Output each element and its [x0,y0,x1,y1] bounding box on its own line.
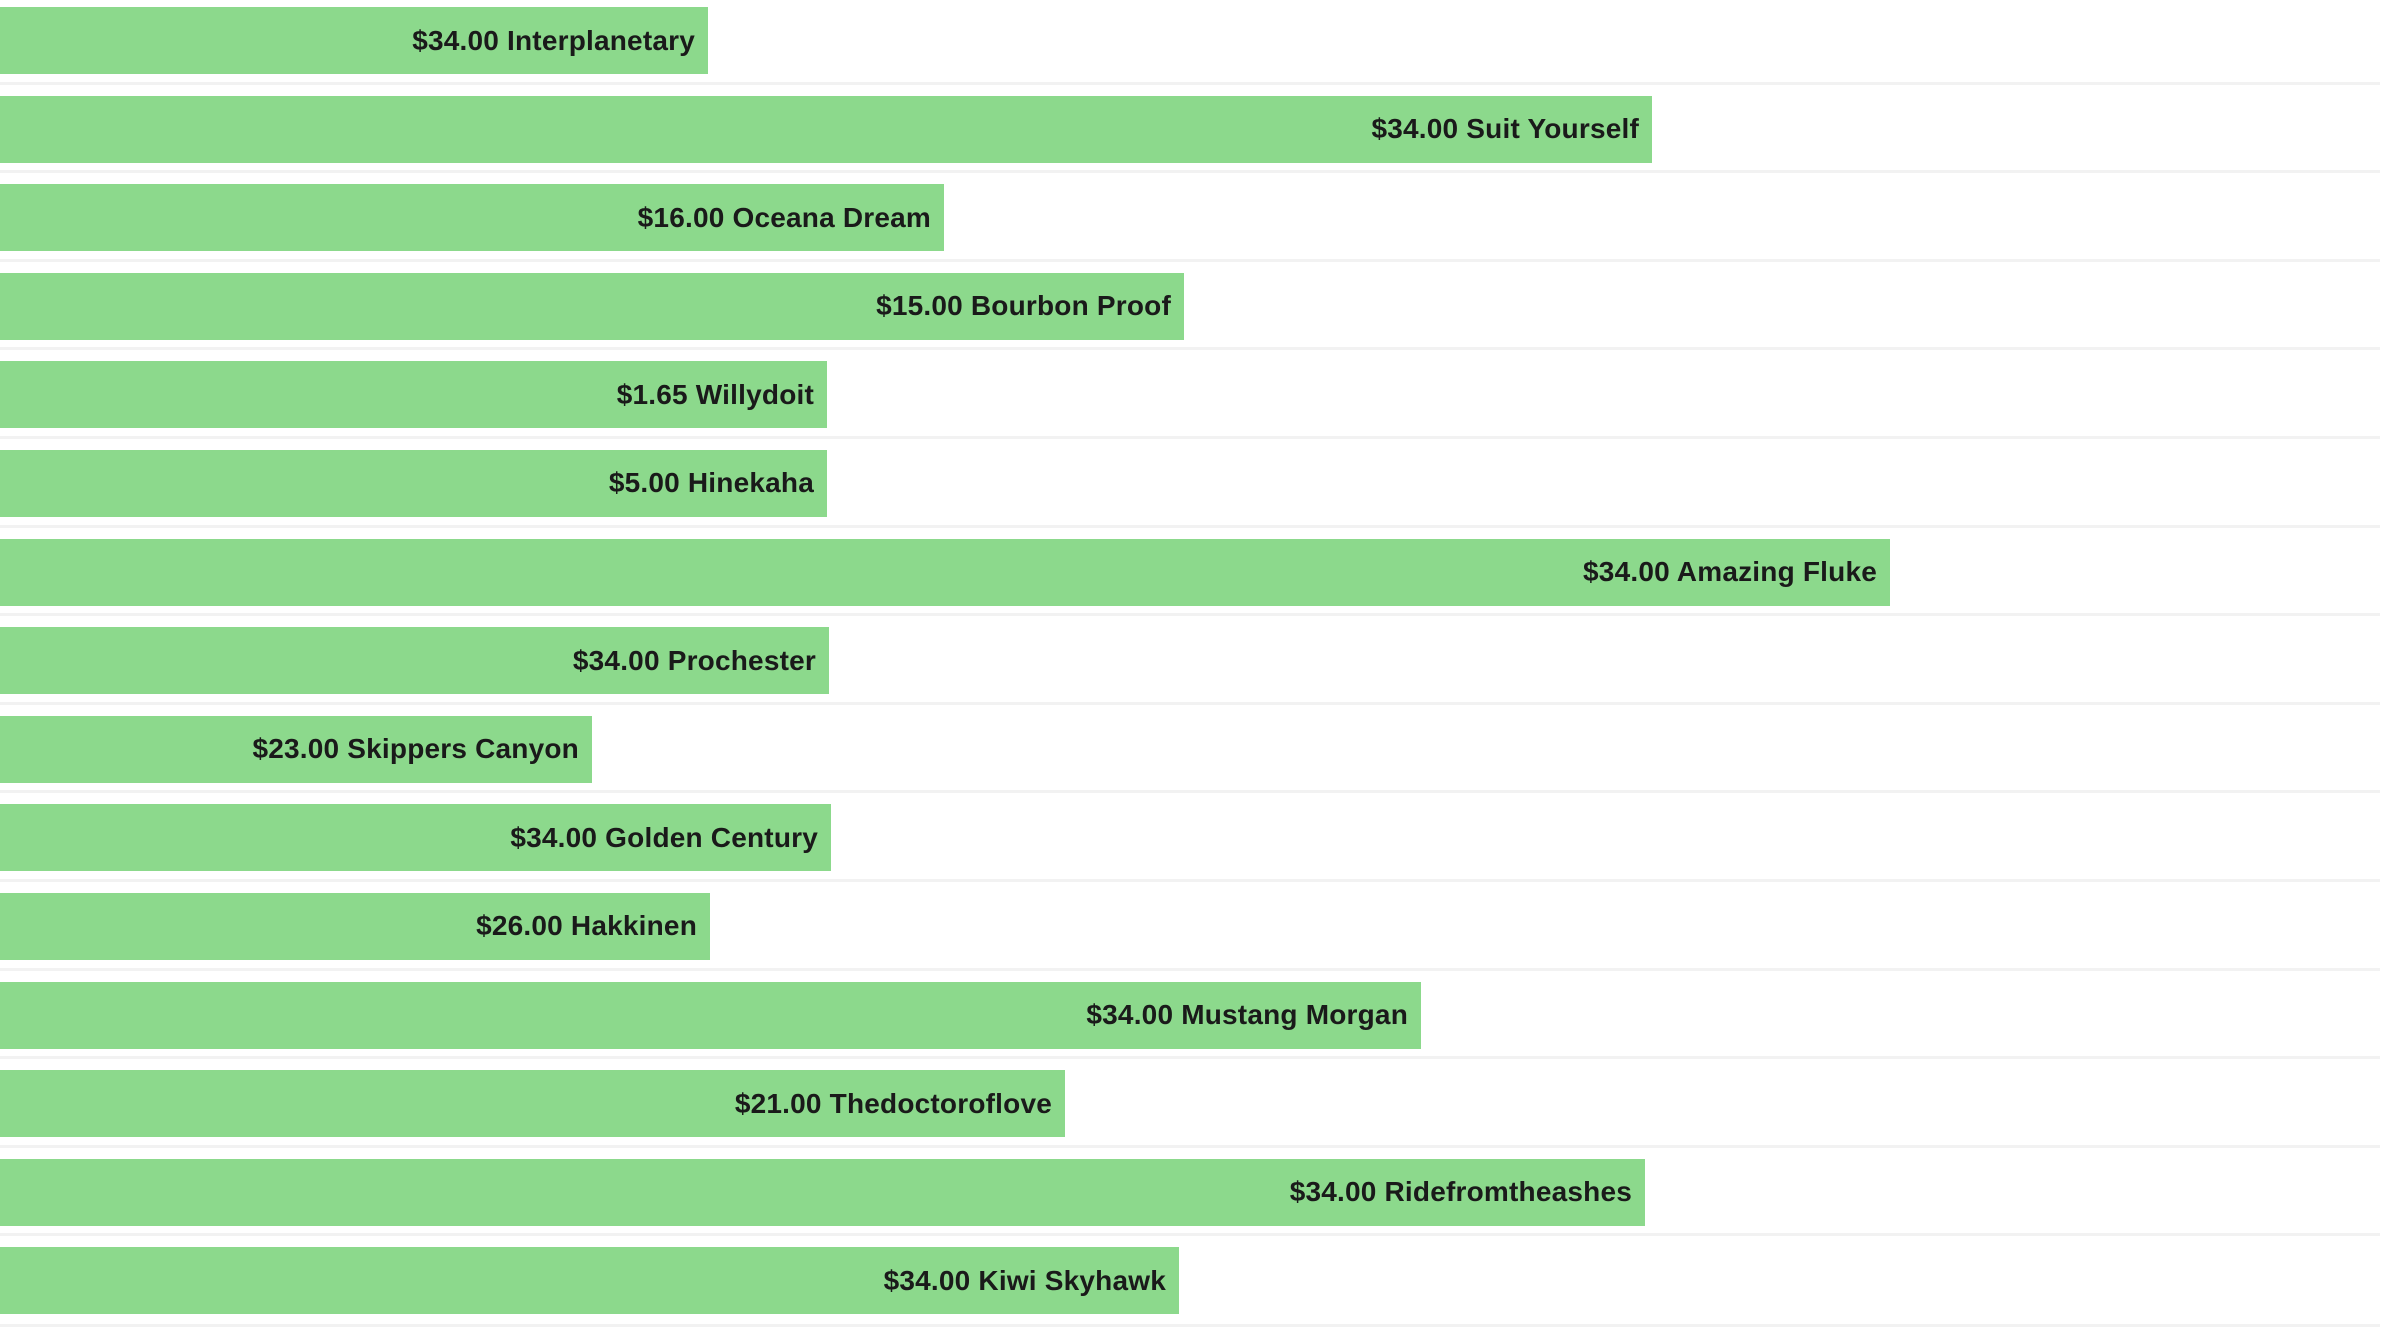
bar-hinekaha[interactable]: $5.00 Hinekaha [0,449,827,517]
chart-row-14: $34.00 Ridefromtheashes [0,1152,2400,1241]
bar-label: $5.00 Hinekaha [608,467,814,499]
bar-interplanetary[interactable]: $34.00 Interplanetary [0,7,708,74]
bar-mustang-morgan[interactable]: $34.00 Mustang Morgan [0,981,1421,1049]
chart-row-13: $21.00 Thedoctoroflove [0,1063,2400,1152]
bar-label: $21.00 Thedoctoroflove [734,1087,1052,1119]
chart-row-11: $26.00 Hakkinen [0,886,2400,975]
chart-row-4: $15.00 Bourbon Proof [0,266,2400,355]
bar-suit-yourself[interactable]: $34.00 Suit Yourself [0,95,1652,163]
bar-label: $34.00 Mustang Morgan [1086,999,1408,1031]
bar-bourbon-proof[interactable]: $15.00 Bourbon Proof [0,272,1184,340]
bar-label: $34.00 Interplanetary [412,24,695,56]
chart-row-6: $5.00 Hinekaha [0,443,2400,532]
chart-row-3: $16.00 Oceana Dream [0,177,2400,266]
bar-skippers-canyon[interactable]: $23.00 Skippers Canyon [0,715,592,783]
bar-label: $34.00 Amazing Fluke [1583,556,1877,588]
bar-label: $15.00 Bourbon Proof [876,290,1171,322]
bar-label: $34.00 Kiwi Skyhawk [883,1264,1166,1296]
bar-label: $23.00 Skippers Canyon [252,733,579,765]
bar-label: $16.00 Oceana Dream [637,201,931,233]
bar-label: $34.00 Suit Yourself [1371,113,1639,145]
bar-label: $26.00 Hakkinen [476,910,697,942]
bar-label: $34.00 Prochester [572,644,816,676]
chart-row-7: $34.00 Amazing Fluke [0,532,2400,621]
chart-row-5: $1.65 Willydoit [0,354,2400,443]
bar-label: $34.00 Golden Century [510,821,818,853]
bar-willydoit[interactable]: $1.65 Willydoit [0,361,827,429]
chart-row-1: $34.00 Interplanetary [0,0,2400,89]
bar-golden-century[interactable]: $34.00 Golden Century [0,804,831,872]
bar-label: $34.00 Ridefromtheashes [1289,1176,1632,1208]
chart-row-8: $34.00 Prochester [0,620,2400,709]
bar-thedoctoroflove[interactable]: $21.00 Thedoctoroflove [0,1070,1065,1138]
bar-kiwi-skyhawk[interactable]: $34.00 Kiwi Skyhawk [0,1247,1179,1315]
chart-row-10: $34.00 Golden Century [0,797,2400,886]
bar-oceana-dream[interactable]: $16.00 Oceana Dream [0,184,944,252]
chart-row-9: $23.00 Skippers Canyon [0,709,2400,798]
chart-row-2: $34.00 Suit Yourself [0,89,2400,178]
chart-row-15: $34.00 Kiwi Skyhawk [0,1240,2400,1329]
bar-prochester[interactable]: $34.00 Prochester [0,627,829,695]
bar-ridefromtheashes[interactable]: $34.00 Ridefromtheashes [0,1158,1645,1226]
chart-row-12: $34.00 Mustang Morgan [0,975,2400,1064]
bar-hakkinen[interactable]: $26.00 Hakkinen [0,892,710,960]
bar-amazing-fluke[interactable]: $34.00 Amazing Fluke [0,538,1890,606]
bar-label: $1.65 Willydoit [616,378,814,410]
